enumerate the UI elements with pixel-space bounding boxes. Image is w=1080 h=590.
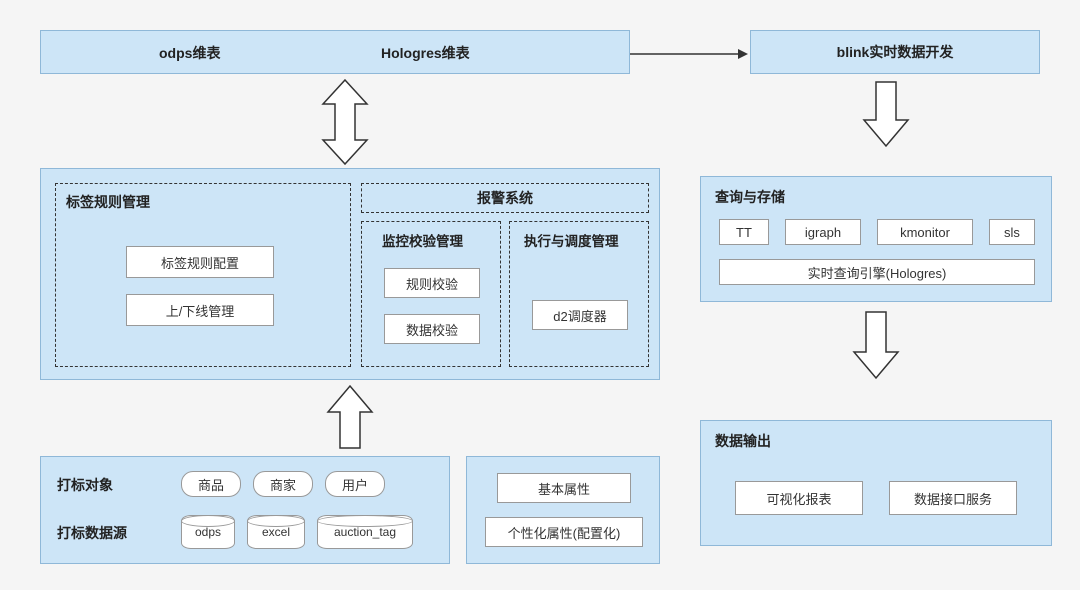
alert-header-title: 报警系统	[477, 188, 533, 208]
rule-check-box: 规则校验	[384, 268, 480, 298]
query-panel: 查询与存储 TT igraph kmonitor sls 实时查询引擎(Holo…	[700, 176, 1052, 302]
d2-scheduler-label: d2调度器	[553, 306, 606, 325]
cyl-auction-tag-label: auction_tag	[334, 525, 396, 539]
sls-label: sls	[1004, 225, 1020, 240]
blink-box: blink实时数据开发	[750, 30, 1040, 74]
query-title: 查询与存储	[715, 187, 785, 207]
rule-check-label: 规则校验	[406, 274, 458, 293]
tag-objects-label: 打标对象	[57, 475, 113, 495]
data-check-box: 数据校验	[384, 314, 480, 344]
pill-goods-label: 商品	[198, 475, 224, 494]
arrow-dim-to-blink	[630, 48, 750, 60]
viz-report-box: 可视化报表	[735, 481, 863, 515]
mgmt-panel: 标签规则管理 标签规则配置 上/下线管理 报警系统 监控校验管理 规则校验 数据…	[40, 168, 660, 380]
output-title: 数据输出	[715, 431, 771, 451]
cyl-odps: odps	[181, 515, 235, 549]
alert-header-group: 报警系统	[361, 183, 649, 213]
pill-merchant: 商家	[253, 471, 313, 497]
arrow-blink-to-query	[858, 80, 914, 150]
hologres-engine-box: 实时查询引擎(Hologres)	[719, 259, 1035, 285]
online-offline-box: 上/下线管理	[126, 294, 274, 326]
arrow-dim-mgmt-bidir	[315, 78, 375, 168]
pill-user: 用户	[325, 471, 385, 497]
igraph-box: igraph	[785, 219, 861, 245]
tt-label: TT	[736, 225, 752, 240]
cyl-odps-label: odps	[195, 525, 221, 539]
monitor-title: 监控校验管理	[382, 230, 463, 250]
arrow-query-to-output	[848, 310, 904, 382]
blink-label: blink实时数据开发	[837, 42, 954, 62]
cyl-excel: excel	[247, 515, 305, 549]
output-panel: 数据输出 可视化报表 数据接口服务	[700, 420, 1052, 546]
hologres-dim-label: Hologres维表	[381, 43, 470, 63]
tag-sources-label: 打标数据源	[57, 523, 127, 543]
cyl-excel-label: excel	[262, 525, 290, 539]
kmonitor-box: kmonitor	[877, 219, 973, 245]
pill-merchant-label: 商家	[270, 475, 296, 494]
igraph-label: igraph	[805, 225, 841, 240]
tag-rule-config-label: 标签规则配置	[161, 253, 239, 272]
pill-goods: 商品	[181, 471, 241, 497]
basic-attr-label: 基本属性	[538, 479, 590, 498]
arrow-sources-to-mgmt	[322, 384, 378, 452]
exec-group: 执行与调度管理 d2调度器	[509, 221, 649, 367]
basic-attr-box: 基本属性	[497, 473, 631, 503]
dim-table-bar: odps维表 Hologres维表	[40, 30, 630, 74]
pill-user-label: 用户	[342, 475, 368, 494]
tag-rule-group: 标签规则管理 标签规则配置 上/下线管理	[55, 183, 351, 367]
custom-attr-box: 个性化属性(配置化)	[485, 517, 643, 547]
sls-box: sls	[989, 219, 1035, 245]
data-check-label: 数据校验	[406, 320, 458, 339]
monitor-group: 监控校验管理 规则校验 数据校验	[361, 221, 501, 367]
attr-panel: 基本属性 个性化属性(配置化)	[466, 456, 660, 564]
exec-title: 执行与调度管理	[524, 230, 619, 250]
cyl-auction-tag: auction_tag	[317, 515, 413, 549]
online-offline-label: 上/下线管理	[166, 301, 235, 320]
tt-box: TT	[719, 219, 769, 245]
d2-scheduler-box: d2调度器	[532, 300, 628, 330]
sources-panel: 打标对象 商品 商家 用户 打标数据源 odps excel auction_t…	[40, 456, 450, 564]
viz-report-label: 可视化报表	[766, 489, 831, 508]
tag-rule-config-box: 标签规则配置	[126, 246, 274, 278]
data-api-label: 数据接口服务	[914, 489, 992, 508]
kmonitor-label: kmonitor	[900, 225, 950, 240]
data-api-box: 数据接口服务	[889, 481, 1017, 515]
custom-attr-label: 个性化属性(配置化)	[508, 523, 621, 542]
odps-dim-label: odps维表	[159, 43, 220, 63]
tag-rule-title: 标签规则管理	[66, 192, 150, 212]
hologres-engine-label: 实时查询引擎(Hologres)	[808, 263, 947, 282]
